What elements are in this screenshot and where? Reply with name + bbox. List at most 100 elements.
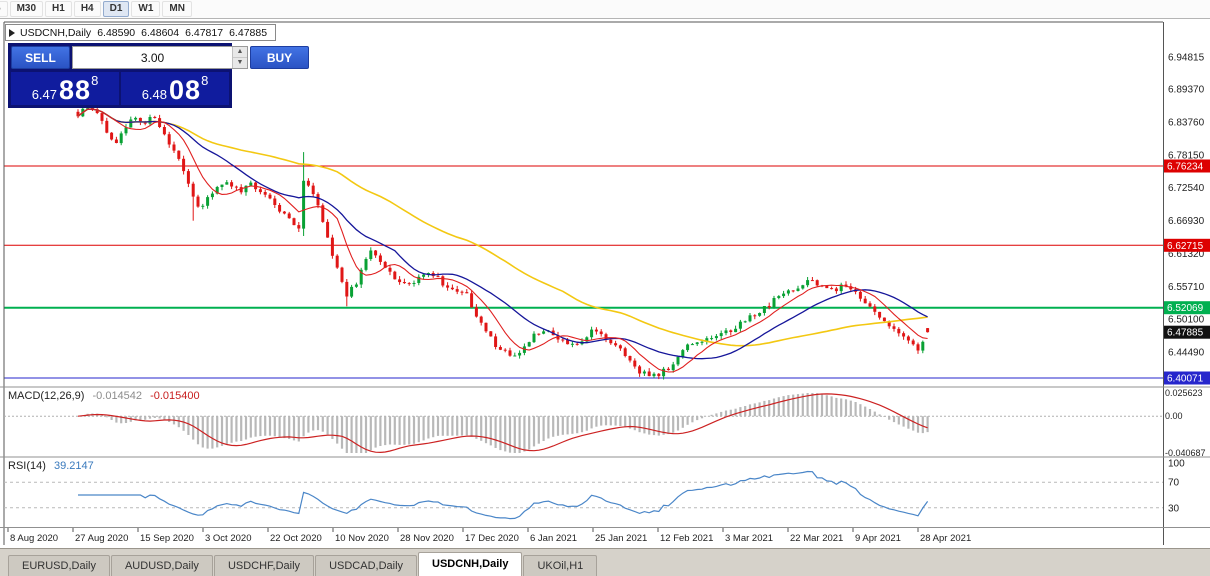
candle-body [604,334,608,340]
candle-body [916,344,920,351]
timeframe-button-d1[interactable]: D1 [102,1,130,17]
price-tag-6.76234 [1164,159,1210,173]
candle-body [681,350,685,357]
candle-body [95,109,99,113]
chart-tab-usdcnh[interactable]: USDCNH,Daily [418,552,523,576]
chart-marker-icon [9,28,15,37]
candle-body [148,117,152,124]
timeframe-button-5[interactable]: 5 [0,1,8,17]
sell-price-main: 88 [59,75,92,105]
candle-body [868,303,872,307]
lot-size-field: ▲ ▼ [72,46,248,69]
chart-tab-usdchf[interactable]: USDCHF,Daily [213,555,315,576]
macd-axis-min: -0.040687 [1165,448,1206,458]
lot-decrease-button[interactable]: ▼ [233,58,247,68]
candle-body [402,282,406,284]
chart-tabs-bar: EURUSD,Daily AUDUSD,Daily USDCHF,Daily USDC… [0,548,1210,576]
macd-axis-max: 0.025623 [1165,388,1203,398]
candle-body [676,356,680,365]
candle-body [378,255,382,262]
chart-tab-ukoil[interactable]: UKOil,H1 [523,555,598,576]
sell-price-display: 6.47 88 8 [11,72,119,105]
lot-size-input[interactable] [73,47,232,68]
candle-body [594,329,598,332]
chart-title: USDCNH,Daily 6.48590 6.48604 6.47817 6.4… [5,24,277,41]
candle-body [484,322,488,332]
candle-body [758,313,762,316]
candle-body [570,343,574,345]
candle-body [239,187,243,193]
candle-body [470,293,474,308]
candle-body [287,213,291,219]
candle-body [359,269,363,285]
candle-body [503,349,507,351]
candle-body [479,316,483,323]
date-axis-label: 15 Sep 2020 [140,533,194,544]
candle-body [119,133,123,144]
candle-body [686,344,690,351]
candle-body [201,205,205,207]
price-axis-label: 6.78150 [1168,150,1205,161]
candle-body [796,288,800,291]
candle-body [786,290,790,294]
price-tag-text: 6.52069 [1167,303,1204,314]
chart-tab-audusd[interactable]: AUDUSD,Daily [110,555,213,576]
candle-body [340,267,344,282]
candle-body [633,360,637,367]
candle-body [412,283,416,284]
candle-body [450,287,454,290]
date-axis-label: 22 Oct 2020 [270,533,322,544]
rsi-axis-label: 100 [1168,459,1185,470]
chart-tab-eurusd[interactable]: EURUSD,Daily [8,555,110,576]
candle-body [407,283,411,285]
candle-body [897,328,901,334]
price-chart-canvas[interactable]: 6.94815 6.89370 6.83760 6.78150 6.72540 6.669… [0,19,1210,548]
candle-body [657,373,661,377]
sell-button[interactable]: SELL [11,46,70,69]
rsi-indicator-label: RSI(14) 39.2147 [8,460,99,472]
candle-body [734,328,738,333]
rsi-axis-label: 30 [1168,503,1180,514]
timeframe-button-w1[interactable]: W1 [131,1,161,17]
date-axis-label: 28 Nov 2020 [400,533,454,544]
candle-body [882,317,886,322]
candle-body [234,186,238,188]
candle-body [282,211,286,214]
candle-body [110,132,114,140]
price-tag-text: 6.47885 [1167,328,1204,339]
candle-body [186,171,190,184]
chart-tab-usdcad[interactable]: USDCAD,Daily [315,555,418,576]
lot-increase-button[interactable]: ▲ [233,47,247,58]
date-axis-label: 9 Apr 2021 [855,533,901,544]
candle-body [455,289,459,292]
candle-body [858,291,862,299]
candle-body [834,288,838,292]
candle-body [364,259,368,270]
price-tag-text: 6.62715 [1167,241,1204,252]
chart-window: 6.94815 6.89370 6.83760 6.78150 6.72540 6.669… [0,19,1210,548]
candle-body [791,290,795,292]
candle-body [561,339,565,341]
price-tag-text: 6.40071 [1167,374,1204,385]
date-axis-label: 17 Dec 2020 [465,533,519,544]
candle-body [326,221,330,238]
candle-body [810,280,814,282]
candle-body [652,373,656,377]
candle-body [767,306,771,308]
rsi-title: RSI(14) [8,460,46,472]
candle-body [575,343,579,345]
candle-body [844,284,848,287]
timeframe-button-h4[interactable]: H4 [73,1,101,17]
price-axis-label: 6.61320 [1168,249,1205,260]
timeframe-button-mn[interactable]: MN [162,1,192,17]
candle-body [705,338,709,342]
timeframe-button-m30[interactable]: M30 [9,1,44,17]
candle-body [609,339,613,344]
candle-body [590,329,594,338]
candle-body [532,333,536,343]
buy-button[interactable]: BUY [250,46,309,69]
candle-body [599,331,603,335]
date-axis-label: 25 Jan 2021 [595,533,647,544]
candle-body [297,225,301,229]
timeframe-button-h1[interactable]: H1 [45,1,72,17]
